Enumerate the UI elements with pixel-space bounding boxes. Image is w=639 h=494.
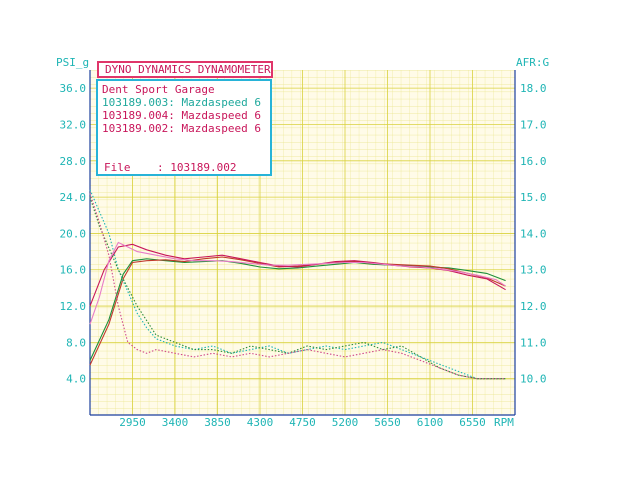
series-line-0 (89, 258, 506, 361)
series-line-4 (89, 196, 506, 380)
file-label: File (104, 161, 131, 174)
x-tick-5: 5200 (332, 416, 359, 429)
x-axis-label: RPM (494, 416, 514, 429)
right-tick-4: 14.0 (520, 227, 547, 240)
x-tick-2: 3850 (204, 416, 231, 429)
left-tick-5: 16.0 (60, 264, 87, 277)
series-line-3 (89, 189, 506, 380)
right-axis-label: AFR:G (516, 56, 549, 69)
left-tick-2: 28.0 (60, 155, 87, 168)
left-tick-0: 36.0 (60, 82, 87, 95)
right-tick-7: 11.0 (520, 336, 547, 349)
right-tick-labels: 18.0 17.0 16.0 15.0 14.0 13.0 12.0 11.0 10.0 (520, 82, 547, 386)
chart-title: DYNO DYNAMICS DYNAMOMETER (105, 63, 271, 76)
right-tick-6: 12.0 (520, 300, 547, 313)
left-tick-8: 4.0 (66, 373, 86, 386)
series-line-5 (89, 193, 506, 380)
left-tick-6: 12.0 (60, 300, 87, 313)
series-line-6 (89, 241, 506, 325)
x-tick-1: 3400 (162, 416, 189, 429)
shop-name: Dent Sport Garage (102, 83, 215, 96)
file-value: : 103189.002 (157, 161, 237, 174)
left-tick-1: 32.0 (60, 118, 87, 131)
x-tick-labels: 2950 3400 3850 4300 4750 5200 5650 6100 6550 (119, 416, 486, 429)
run-label-1: 103189.003: Mazdaspeed 6 (102, 96, 261, 109)
right-tick-5: 13.0 (520, 264, 547, 277)
x-tick-3: 4300 (247, 416, 274, 429)
x-tick-6: 5650 (374, 416, 401, 429)
file-row: File : 103189.002 (104, 161, 236, 174)
x-tick-8: 6550 (459, 416, 486, 429)
right-tick-0: 18.0 (520, 82, 547, 95)
right-tick-8: 10.0 (520, 373, 547, 386)
x-tick-7: 6100 (417, 416, 444, 429)
x-tick-0: 2950 (119, 416, 146, 429)
left-tick-7: 8.0 (66, 336, 86, 349)
left-tick-4: 20.0 (60, 227, 87, 240)
left-tick-3: 24.0 (60, 191, 87, 204)
chart-title-box: DYNO DYNAMICS DYNAMOMETER (97, 61, 273, 78)
right-tick-3: 15.0 (520, 191, 547, 204)
right-tick-2: 16.0 (520, 155, 547, 168)
major-grid (90, 70, 515, 415)
x-tick-4: 4750 (289, 416, 316, 429)
run-label-3: 103189.002: Mazdaspeed 6 (102, 122, 261, 135)
run-label-2: 103189.004: Mazdaspeed 6 (102, 109, 261, 122)
right-tick-1: 17.0 (520, 118, 547, 131)
left-tick-labels: 36.0 32.0 28.0 24.0 20.0 16.0 12.0 8.0 4.0 (60, 82, 87, 386)
series-layer (89, 189, 506, 380)
run-info-box: Dent Sport Garage 103189.003: Mazdaspeed… (96, 79, 272, 176)
left-axis-label: PSI_g (56, 56, 89, 69)
